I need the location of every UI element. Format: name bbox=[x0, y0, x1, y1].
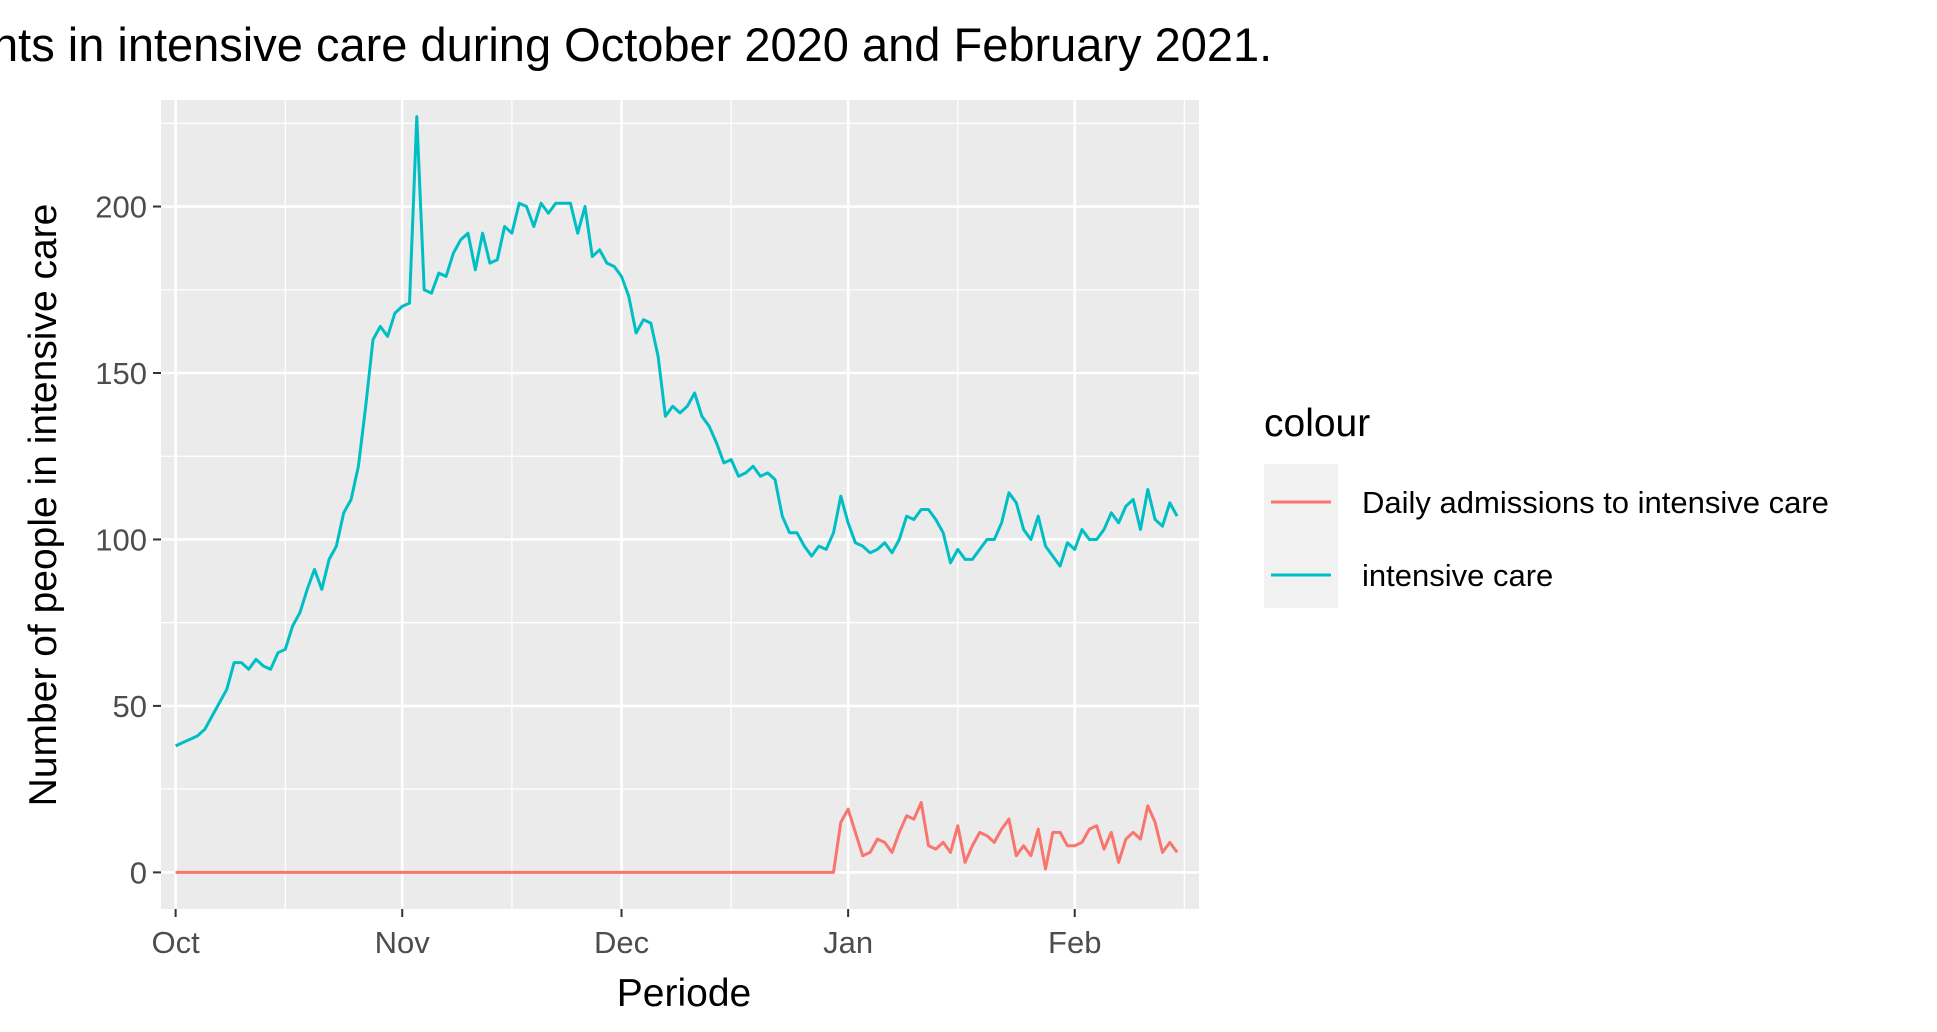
axes: 0 50 100 150 200 Oct Nov Dec Jan Feb bbox=[95, 190, 1101, 960]
x-tick-label: Feb bbox=[1048, 925, 1101, 960]
y-axis-title: Number of people in intensive care bbox=[22, 204, 65, 807]
y-tick-label: 50 bbox=[113, 689, 147, 724]
plot-panel bbox=[161, 100, 1199, 909]
series-lines bbox=[174, 115, 1179, 874]
y-tick-label: 0 bbox=[130, 855, 147, 890]
x-axis-title: Periode bbox=[617, 972, 751, 1015]
x-tick-label: Nov bbox=[375, 925, 431, 960]
y-tick-label: 150 bbox=[95, 356, 147, 391]
legend-label-daily-admissions: Daily admissions to intensive care bbox=[1362, 485, 1829, 520]
y-tick-label: 100 bbox=[95, 522, 147, 557]
legend: colour Daily admissions to intensive car… bbox=[1264, 402, 1829, 608]
chart-title: nts in intensive care during October 202… bbox=[0, 18, 1272, 71]
x-tick-label: Dec bbox=[594, 925, 649, 960]
legend-keys-background bbox=[1264, 464, 1338, 608]
legend-label-intensive-care: intensive care bbox=[1362, 558, 1553, 593]
y-tick-label: 200 bbox=[95, 190, 147, 225]
series-line-daily-admissions bbox=[175, 801, 1179, 874]
x-tick-label: Oct bbox=[152, 925, 201, 960]
legend-title: colour bbox=[1264, 402, 1370, 445]
x-tick-label: Jan bbox=[823, 925, 873, 960]
series-line-intensive-care bbox=[174, 115, 1179, 748]
